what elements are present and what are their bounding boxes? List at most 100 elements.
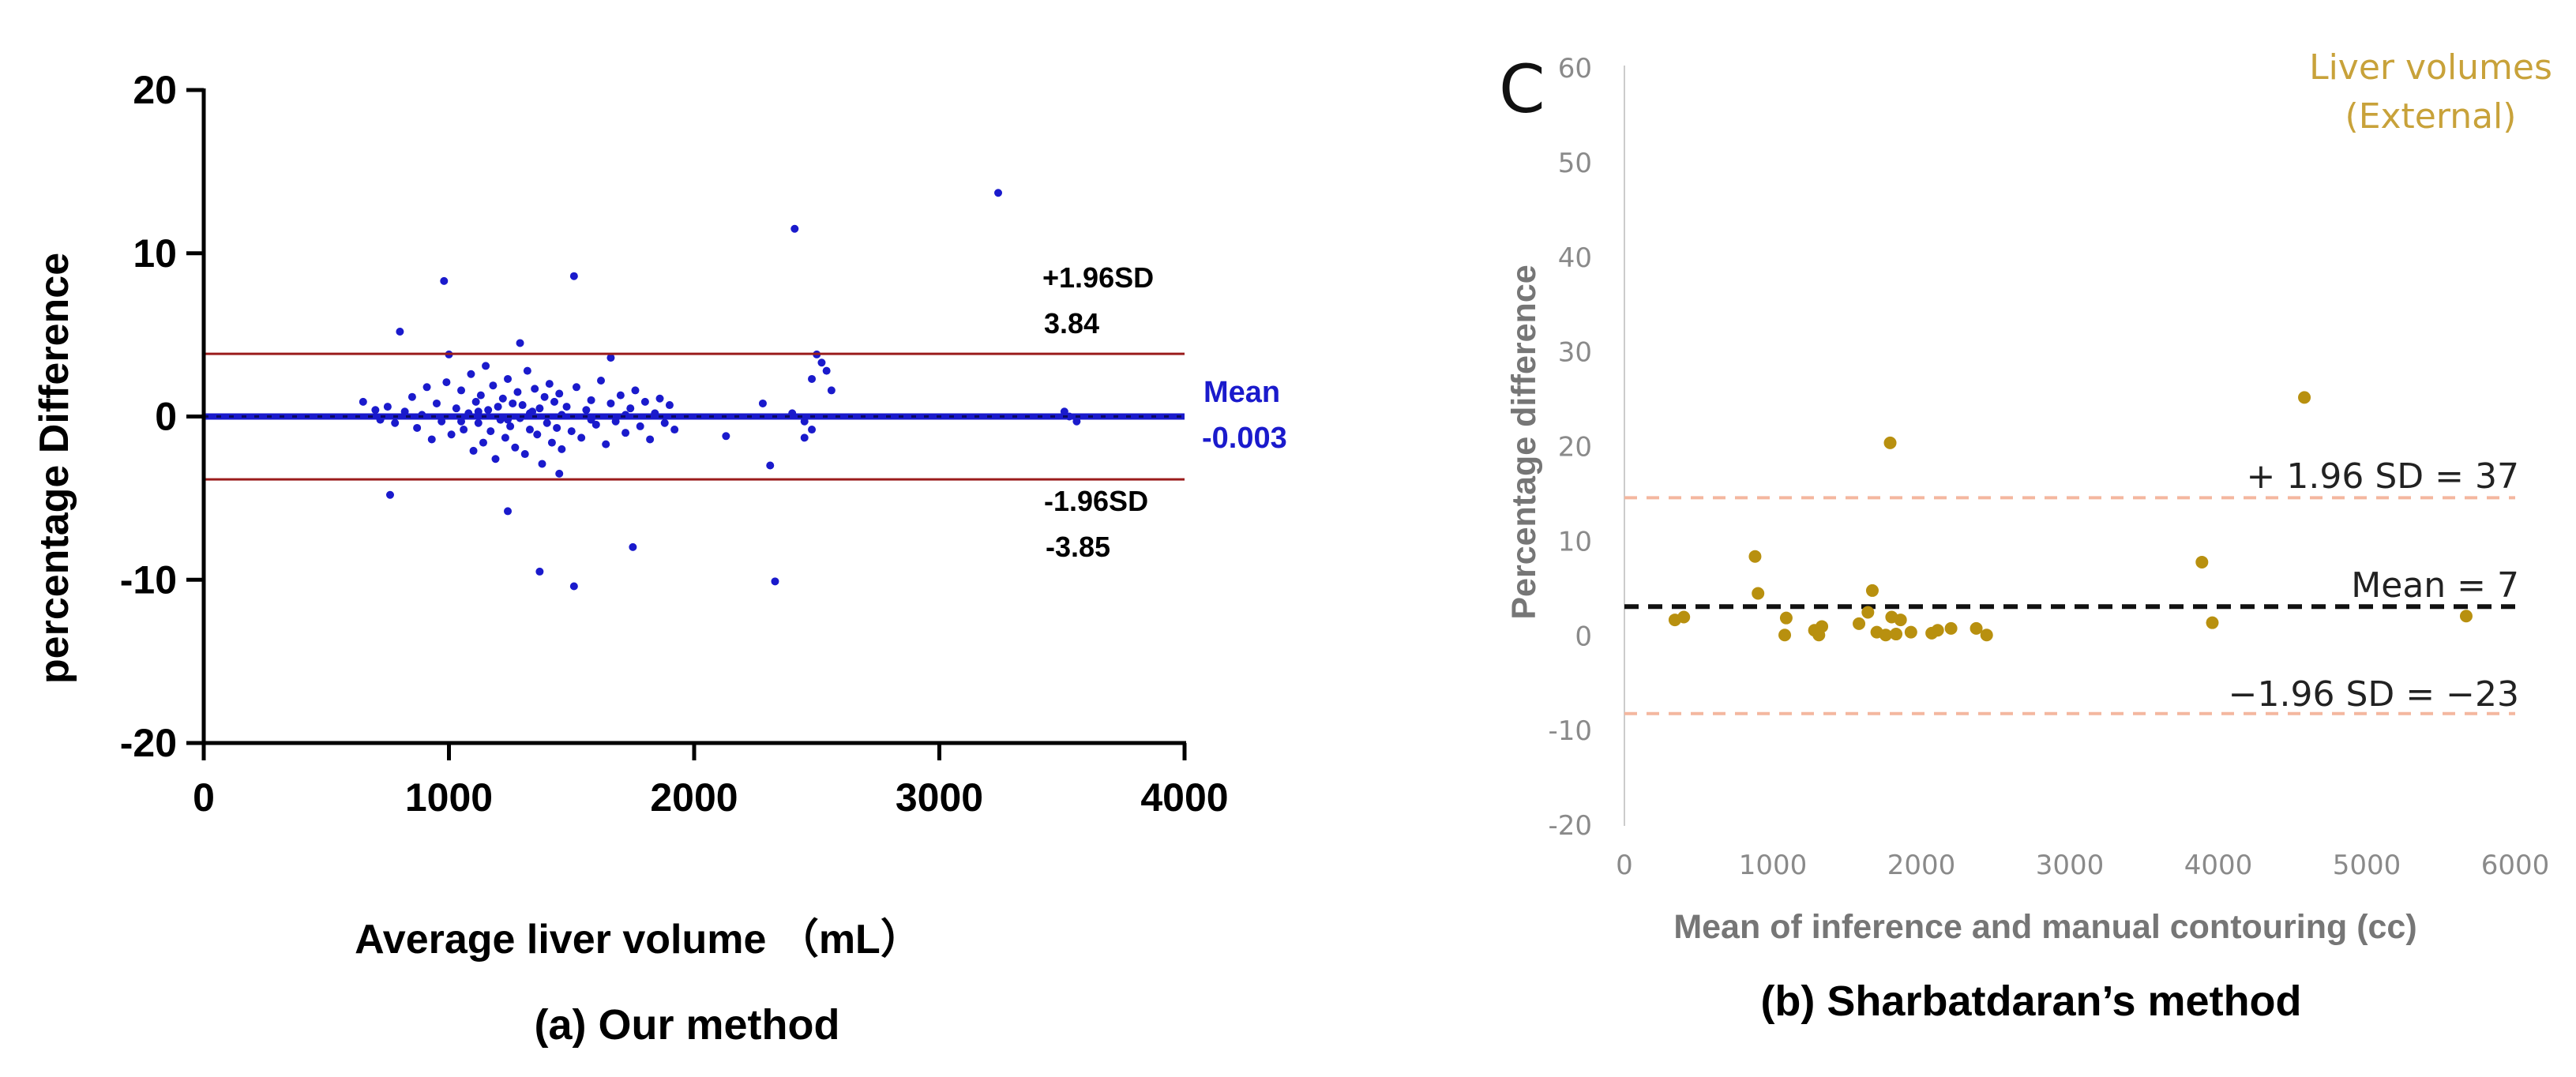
panel-a-point (555, 469, 564, 478)
panel-a-point (827, 386, 836, 395)
panel-b-x-ticks: 0 1000 2000 3000 4000 5000 6000 (1616, 850, 2549, 881)
panel-a-point (422, 383, 431, 392)
panel-a-point (631, 386, 640, 395)
panel-a-point (440, 276, 449, 285)
panel-b-y-tick-label: 30 (1558, 337, 1592, 369)
panel-a-point (523, 366, 531, 375)
panel-a-point (509, 399, 517, 407)
panel-a-point (427, 435, 436, 444)
panel-a-point (808, 374, 817, 383)
panel-b-point (1944, 621, 1958, 635)
panel-a-mean-label: Mean (1204, 376, 1280, 409)
panel-b-y-tick-label: 0 (1575, 621, 1592, 652)
panel-a-point (606, 354, 615, 362)
panel-a-point (520, 450, 529, 459)
panel-a-point (665, 401, 674, 410)
panel-a-upper-loa-value: 3.84 (1044, 307, 1099, 340)
panel-b-x-tick-label: 4000 (2184, 850, 2253, 881)
panel-b-x-tick-label: 5000 (2333, 850, 2401, 881)
panel-b-point (1890, 628, 1903, 641)
panel-b-points (1668, 391, 2473, 642)
panel-b-point (2195, 555, 2209, 569)
panel-a-lower-loa-label: -1.96SD (1044, 485, 1148, 517)
panel-b-point (1970, 621, 1983, 635)
panel-a-mean-value: -0.003 (1202, 422, 1287, 455)
panel-a-x-tick-label: 3000 (896, 775, 983, 820)
panel-a-y-tick-label: 0 (155, 395, 177, 439)
panel-b-x-tick-label: 6000 (2481, 850, 2550, 881)
panel-b-y-tick-label: 20 (1558, 432, 1592, 463)
panel-b-y-tick-label: 60 (1558, 53, 1592, 84)
panel-b-y-axis-title: Percentage difference (1505, 265, 1543, 619)
panel-b-x-tick-label: 1000 (1739, 850, 1808, 881)
panel-b-point (2459, 610, 2473, 623)
panel-a-point (407, 392, 416, 401)
panel-b-point (1816, 620, 1829, 633)
panel-a-x-tick-label: 4000 (1140, 775, 1228, 820)
panel-a-point (640, 397, 649, 406)
panel-b-y-tick-label: -20 (1548, 810, 1592, 842)
panel-a-point (396, 327, 404, 336)
panel-a-point (371, 406, 380, 415)
panel-a-point (766, 461, 775, 470)
panel-a-point (511, 443, 520, 452)
panel-a-point (391, 418, 400, 427)
panel-a-x-tick-label: 1000 (405, 775, 493, 820)
panel-a-point (547, 438, 556, 447)
panel-a-point (525, 426, 534, 434)
panel-a-point (646, 435, 655, 444)
panel-a-point (498, 394, 507, 403)
panel-a-point (569, 272, 578, 280)
panel-a-point (504, 374, 513, 383)
panel-a-caption: (a) Our method (535, 1001, 840, 1049)
panel-a-point (621, 429, 630, 437)
panel-b-y-ticks: -20 -10 0 10 20 30 40 50 60 (1548, 53, 1592, 842)
panel-a-point (597, 377, 606, 385)
panel-b-lower-loa-label: −1.96 SD = −23 (2229, 674, 2519, 715)
panel-a-point (535, 404, 544, 413)
panel-a-point (535, 567, 544, 576)
panel-a-point (452, 404, 460, 413)
panel-b-point (2298, 391, 2311, 404)
panel-a-point (577, 433, 586, 442)
panel-a-point (567, 427, 576, 436)
panel-a-point (474, 418, 483, 427)
panel-b-point (1748, 550, 1762, 563)
panel-a-point (790, 224, 799, 233)
panel-b-point (1778, 629, 1792, 642)
panel-a-point (476, 391, 485, 400)
panel-a-point (545, 380, 554, 388)
panel-a-point (660, 418, 669, 427)
panel-a-point (771, 577, 779, 586)
panel-a-y-tick-label: 20 (133, 68, 177, 112)
panel-b-point (1779, 611, 1793, 625)
panel-a-y-tick-label: -20 (120, 721, 177, 765)
panel-b-sharbatdaran-method: -20 -10 0 10 20 30 40 50 60 0 1000 2000 3000 4000 500… (1499, 47, 2552, 1025)
panel-a-point (550, 397, 559, 406)
panel-a-x-axis-title: Average liver volume （mL） (355, 917, 922, 963)
panel-b-x-axis-title: Mean of inference and manual contouring … (1673, 908, 2416, 946)
panel-a-point (482, 362, 490, 370)
panel-a-point (533, 430, 542, 439)
panel-a-point (469, 446, 478, 455)
panel-a-point (383, 403, 392, 411)
panel-a-our-method: -20 -10 0 10 20 0 1000 2000 3000 4000 +1.96SD 3.… (32, 68, 1287, 1049)
panel-b-legend: Liver volumes (External) (2309, 47, 2552, 137)
panel-a-point (555, 389, 564, 398)
panel-b-mean-label: Mean = 7 (2351, 565, 2519, 606)
panel-a-point (471, 397, 480, 406)
panel-a-point (994, 189, 1003, 197)
panel-a-point (479, 438, 487, 447)
panel-b-legend-line-1: Liver volumes (2309, 47, 2552, 88)
panel-a-y-ticks: -20 -10 0 10 20 (120, 68, 204, 765)
panel-a-point (460, 426, 468, 434)
panel-a-point (758, 399, 767, 407)
panel-b-x-tick-label: 3000 (2036, 850, 2105, 881)
panel-b-point (1879, 629, 1892, 642)
panel-a-point (494, 403, 502, 411)
panel-a-point (562, 403, 571, 411)
panel-b-point (1931, 624, 1944, 637)
panel-a-point (432, 399, 441, 407)
panel-a-point (359, 397, 367, 406)
panel-b-upper-loa-label: + 1.96 SD = 37 (2247, 456, 2519, 497)
